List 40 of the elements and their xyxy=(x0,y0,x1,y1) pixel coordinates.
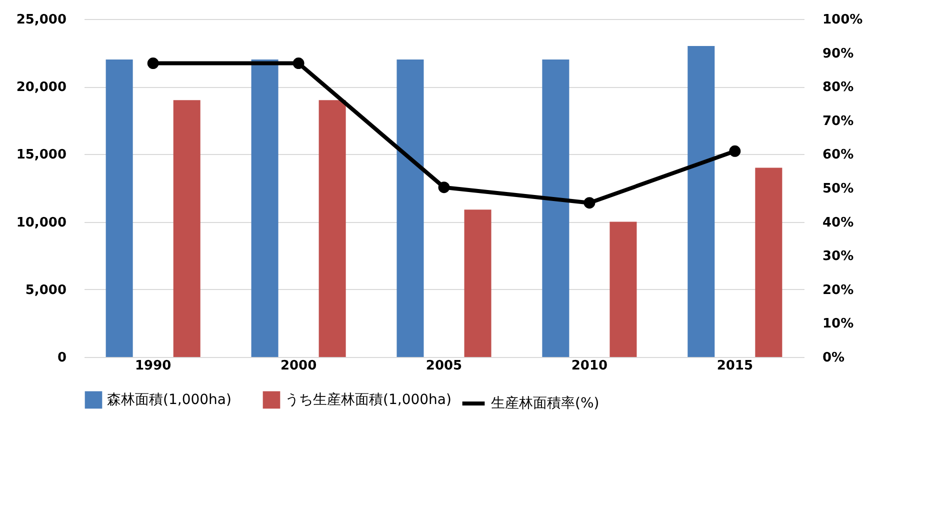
bar xyxy=(173,100,200,357)
bar xyxy=(318,100,346,357)
legend-label: 森林面積(1,000ha) xyxy=(107,392,232,408)
y2-tick-label: 70% xyxy=(822,114,854,129)
point xyxy=(147,58,159,70)
x-tick-label: 1990 xyxy=(134,358,172,374)
y-tick-label: 15,000 xyxy=(16,148,66,163)
bar xyxy=(755,168,782,357)
bar xyxy=(106,60,133,357)
bar xyxy=(542,60,570,357)
x-tick-label: 2015 xyxy=(716,358,754,374)
y2-tick-label: 20% xyxy=(822,282,854,298)
legend-label: 生産林面積率(%) xyxy=(491,396,600,412)
y-tick-label: 25,000 xyxy=(16,12,66,28)
point xyxy=(438,182,450,194)
y2-tick-label: 100% xyxy=(822,12,863,28)
x-tick-label: 2000 xyxy=(280,358,317,374)
y2-tick-label: 40% xyxy=(822,215,854,230)
y-tick-label: 20,000 xyxy=(16,80,66,96)
y2-tick-label: 80% xyxy=(822,80,854,96)
x-tick-label: 2010 xyxy=(571,358,608,374)
y2-tick-label: 0% xyxy=(822,350,845,366)
bar xyxy=(396,60,424,357)
y2-tick-label: 10% xyxy=(822,316,854,332)
y-tick-label: 10,000 xyxy=(16,215,66,230)
point xyxy=(584,197,596,209)
bar xyxy=(688,46,715,357)
x-tick-label: 2005 xyxy=(426,358,462,374)
y-tick-label: 0 xyxy=(57,350,66,366)
y2-tick-label: 30% xyxy=(822,249,854,264)
y-tick-label: 5,000 xyxy=(25,282,66,298)
y2-tick-label: 50% xyxy=(822,182,854,196)
point xyxy=(292,58,304,70)
bar xyxy=(610,222,637,357)
y2-tick-label: 60% xyxy=(822,148,854,163)
point xyxy=(729,145,741,157)
bar xyxy=(251,60,278,357)
legend-label: うち生産林面積(1,000ha) xyxy=(285,392,452,408)
bar xyxy=(464,210,492,357)
y2-tick-label: 90% xyxy=(822,46,854,62)
